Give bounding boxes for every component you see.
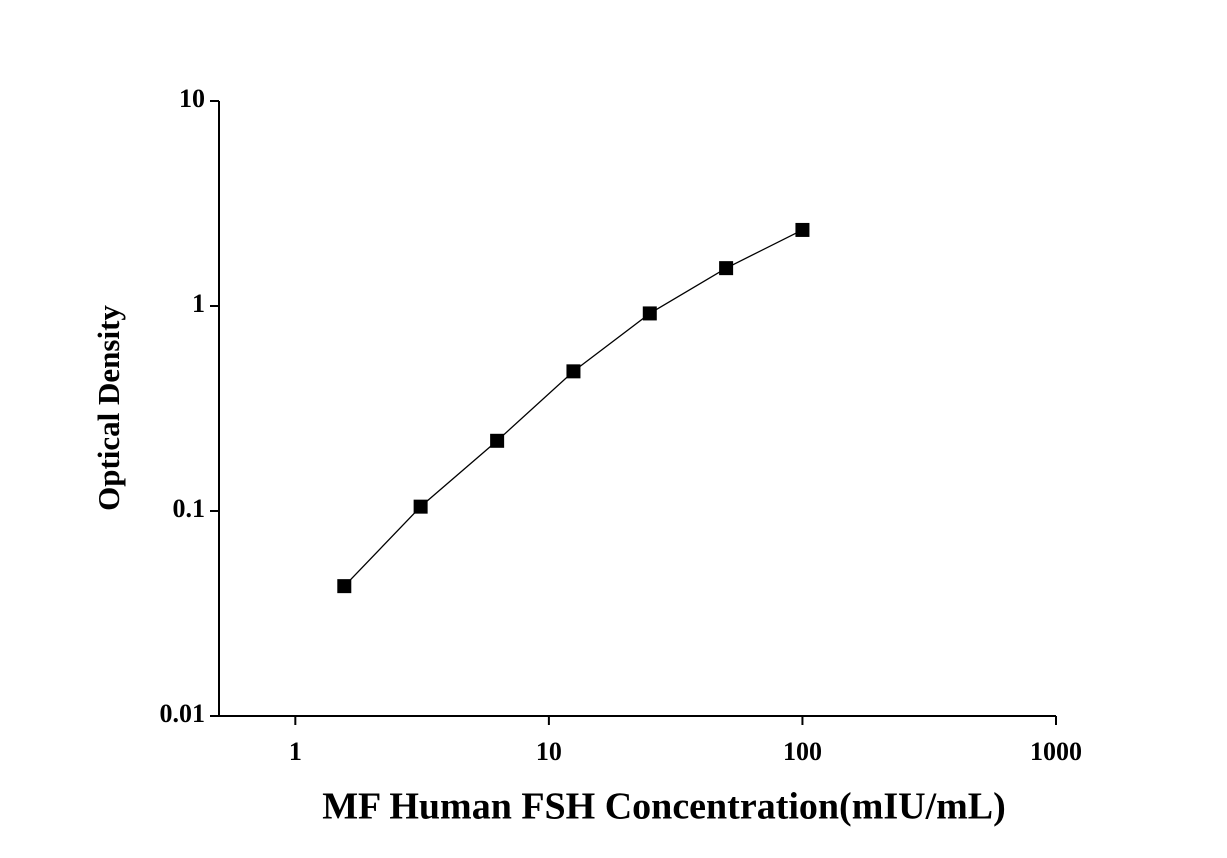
x-tick-label: 100	[783, 737, 822, 766]
marker	[337, 579, 352, 594]
x-tick-label: 10	[536, 737, 562, 766]
y-tick-label: 0.01	[160, 699, 206, 728]
y-axis-title: Optical Density	[91, 305, 126, 511]
marker	[413, 499, 428, 514]
x-tick-label: 1	[289, 737, 302, 766]
x-tick-label: 1000	[1030, 737, 1082, 766]
marker	[490, 433, 505, 448]
curve	[343, 229, 803, 587]
x-axis-title: MF Human FSH Concentration(mIU/mL)	[322, 786, 1006, 828]
marker	[719, 261, 734, 276]
marker	[642, 306, 657, 321]
y-tick-label: 0.1	[173, 494, 206, 523]
y-tick-label: 1	[192, 289, 205, 318]
y-tick-label: 10	[179, 84, 205, 113]
marker	[795, 222, 810, 237]
marker	[566, 364, 581, 379]
